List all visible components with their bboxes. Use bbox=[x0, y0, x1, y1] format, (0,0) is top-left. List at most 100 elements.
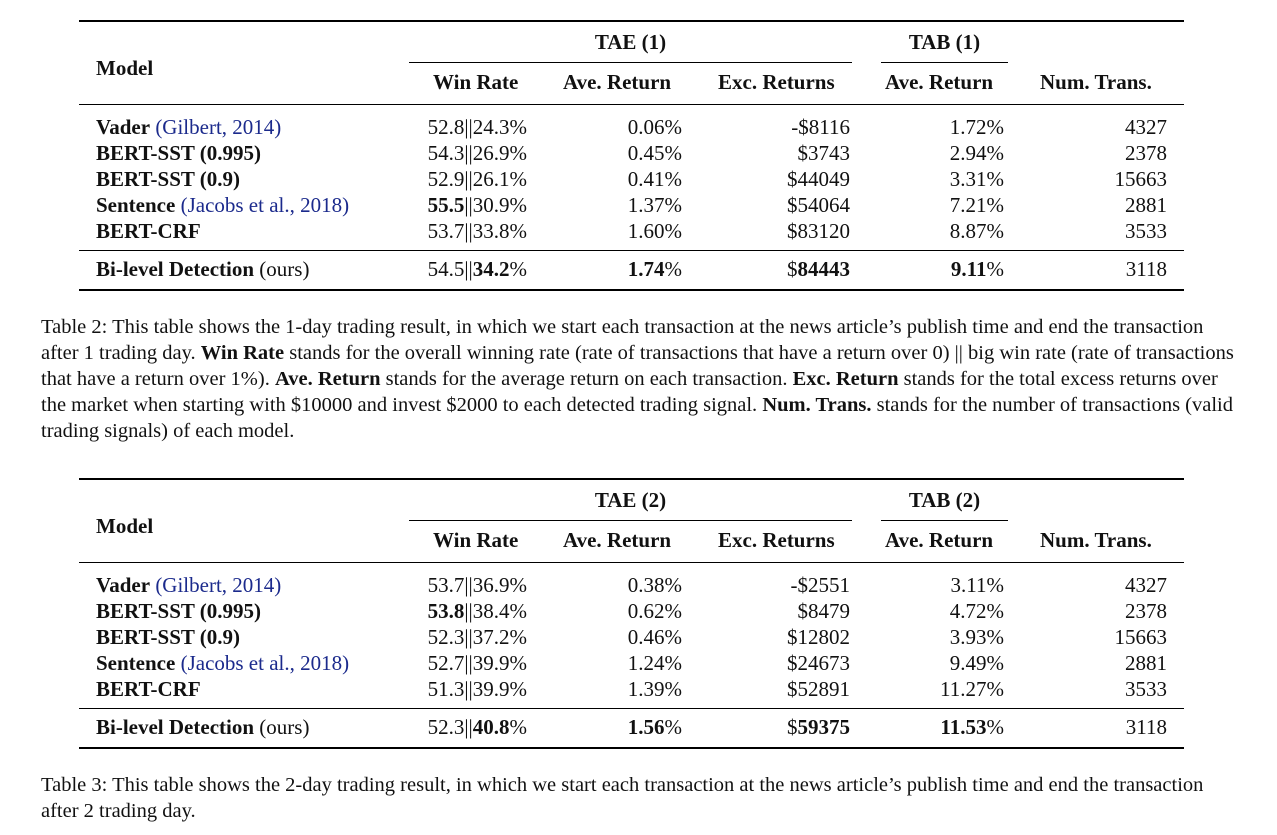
win-rate-cell: 55.5||30.9% bbox=[427, 193, 527, 217]
exc-returns-cell: -$8116 bbox=[791, 115, 850, 139]
model-cell: Vader (Gilbert, 2014) bbox=[96, 115, 282, 139]
exc-returns-cell: $52891 bbox=[787, 677, 850, 701]
table-row-ours: Bi-level Detection (ours) 54.5||34.2% 1.… bbox=[79, 251, 1184, 289]
win-rate-header: Win Rate bbox=[433, 70, 519, 94]
table-row: Vader (Gilbert, 2014) 52.8||24.3% 0.06% … bbox=[79, 114, 1184, 140]
model-cell: Bi-level Detection (ours) bbox=[96, 715, 310, 739]
tab-ave-return-cell: 3.31% bbox=[949, 167, 1004, 191]
tab-ave-return-cell: 7.21% bbox=[949, 193, 1004, 217]
tae-group-header: TAE (2) bbox=[594, 488, 667, 512]
ave-return-cell: 1.37% bbox=[627, 193, 682, 217]
num-trans-cell: 15663 bbox=[1114, 167, 1168, 191]
exc-returns-cell: -$2551 bbox=[790, 573, 851, 597]
win-rate-cell: 54.3||26.9% bbox=[427, 141, 527, 165]
table-row: BERT-CRF 51.3||39.9% 1.39% $52891 11.27%… bbox=[79, 676, 1184, 702]
table-body: Vader (Gilbert, 2014) 53.7||36.9% 0.38% … bbox=[79, 563, 1184, 708]
model-cell: Bi-level Detection (ours) bbox=[96, 257, 310, 281]
win-rate-cell: 52.3||40.8% bbox=[427, 715, 527, 739]
model-cell: BERT-CRF bbox=[96, 219, 201, 243]
ave-return-cell: 0.06% bbox=[627, 115, 682, 139]
caption-label: Table 3: bbox=[41, 774, 108, 796]
tab-ave-return-cell: 1.72% bbox=[949, 115, 1004, 139]
num-trans-header: Num. Trans. bbox=[1040, 70, 1152, 94]
exc-returns-header: Exc. Returns bbox=[718, 528, 835, 552]
tab-group-rule bbox=[881, 62, 1008, 63]
ave-return-cell: 0.62% bbox=[627, 599, 682, 623]
model-column-header: Model bbox=[96, 514, 154, 538]
exc-returns-cell: $59375 bbox=[787, 715, 850, 739]
tab-ave-return-cell: 11.27% bbox=[940, 677, 1004, 701]
exc-returns-cell: $83120 bbox=[787, 219, 850, 243]
num-trans-cell: 4327 bbox=[1125, 573, 1167, 597]
table-header: Model TAE (2) TAB (2) Win Rate Ave. Retu… bbox=[79, 480, 1184, 563]
table-divider bbox=[79, 708, 1184, 709]
table-row: Sentence (Jacobs et al., 2018) 52.7||39.… bbox=[79, 650, 1184, 676]
exc-returns-cell: $8479 bbox=[797, 599, 851, 623]
table-row: Vader (Gilbert, 2014) 53.7||36.9% 0.38% … bbox=[79, 572, 1184, 598]
model-cell: Sentence (Jacobs et al., 2018) bbox=[96, 193, 350, 217]
tab-ave-return-header: Ave. Return bbox=[885, 528, 994, 552]
exc-returns-cell: $3743 bbox=[797, 141, 851, 165]
num-trans-cell: 3533 bbox=[1125, 677, 1167, 701]
exc-returns-cell: $44049 bbox=[787, 167, 850, 191]
ave-return-cell: 1.24% bbox=[627, 651, 682, 675]
table-caption-2: Table 3: This table shows the 2-day trad… bbox=[41, 774, 1204, 822]
win-rate-cell: 53.8||38.4% bbox=[427, 599, 527, 623]
results-table-2day: Model TAE (2) TAB (2) Win Rate Ave. Retu… bbox=[79, 478, 1184, 749]
results-table-1day: Model TAE (1) TAB (1) Win Rate Ave. Retu… bbox=[79, 20, 1184, 291]
ave-return-cell: 0.38% bbox=[627, 573, 682, 597]
ave-return-header: Ave. Return bbox=[563, 70, 672, 94]
num-trans-header: Num. Trans. bbox=[1040, 528, 1152, 552]
citation-link[interactable]: (Jacobs et al., 2018) bbox=[180, 651, 350, 675]
win-rate-cell: 53.7||33.8% bbox=[427, 219, 527, 243]
exc-returns-header: Exc. Returns bbox=[718, 70, 835, 94]
table-body: Vader (Gilbert, 2014) 52.8||24.3% 0.06% … bbox=[79, 105, 1184, 250]
win-rate-cell: 54.5||34.2% bbox=[427, 257, 527, 281]
tab-ave-return-cell: 3.11% bbox=[950, 573, 1004, 597]
tab-group-header: TAB (2) bbox=[908, 488, 981, 512]
tae-group-rule bbox=[409, 62, 852, 63]
tab-ave-return-cell: 4.72% bbox=[949, 599, 1004, 623]
caption-label: Table 2: bbox=[41, 316, 108, 338]
citation-link[interactable]: (Gilbert, 2014) bbox=[155, 573, 282, 597]
ave-return-cell: 1.39% bbox=[627, 677, 682, 701]
ave-return-cell: 1.60% bbox=[627, 219, 682, 243]
ave-return-cell: 0.46% bbox=[627, 625, 682, 649]
ave-return-cell: 0.41% bbox=[627, 167, 682, 191]
tab-ave-return-cell: 9.49% bbox=[949, 651, 1004, 675]
table-row: Sentence (Jacobs et al., 2018) 55.5||30.… bbox=[79, 192, 1184, 218]
model-cell: BERT-SST (0.995) bbox=[96, 141, 261, 165]
win-rate-cell: 52.8||24.3% bbox=[427, 115, 527, 139]
win-rate-header: Win Rate bbox=[433, 528, 519, 552]
model-cell: BERT-SST (0.9) bbox=[96, 167, 240, 191]
exc-returns-cell: $12802 bbox=[787, 625, 850, 649]
table-header: Model TAE (1) TAB (1) Win Rate Ave. Retu… bbox=[79, 22, 1184, 105]
num-trans-cell: 2378 bbox=[1125, 599, 1167, 623]
tae-group-rule bbox=[409, 520, 852, 521]
tab-ave-return-cell: 11.53% bbox=[940, 715, 1004, 739]
table-divider bbox=[79, 250, 1184, 251]
exc-returns-cell: $24673 bbox=[787, 651, 850, 675]
win-rate-cell: 51.3||39.9% bbox=[427, 677, 527, 701]
model-column-header: Model bbox=[96, 56, 154, 80]
table-row: BERT-SST (0.9) 52.3||37.2% 0.46% $12802 … bbox=[79, 624, 1184, 650]
num-trans-cell: 4327 bbox=[1125, 115, 1167, 139]
num-trans-cell: 2881 bbox=[1125, 651, 1167, 675]
model-cell: Vader (Gilbert, 2014) bbox=[96, 573, 282, 597]
win-rate-cell: 52.9||26.1% bbox=[427, 167, 527, 191]
num-trans-cell: 2378 bbox=[1125, 141, 1167, 165]
model-cell: BERT-CRF bbox=[96, 677, 201, 701]
ave-return-header: Ave. Return bbox=[563, 528, 672, 552]
tab-group-header: TAB (1) bbox=[908, 30, 981, 54]
table-row: BERT-SST (0.9) 52.9||26.1% 0.41% $44049 … bbox=[79, 166, 1184, 192]
win-rate-cell: 52.3||37.2% bbox=[427, 625, 527, 649]
table-row: BERT-CRF 53.7||33.8% 1.60% $83120 8.87% … bbox=[79, 218, 1184, 244]
ave-return-cell: 1.56% bbox=[627, 715, 682, 739]
citation-link[interactable]: (Gilbert, 2014) bbox=[155, 115, 282, 139]
tab-ave-return-cell: 2.94% bbox=[949, 141, 1004, 165]
model-cell: Sentence (Jacobs et al., 2018) bbox=[96, 651, 350, 675]
tab-group-rule bbox=[881, 520, 1008, 521]
citation-link[interactable]: (Jacobs et al., 2018) bbox=[180, 193, 350, 217]
num-trans-cell: 2881 bbox=[1125, 193, 1167, 217]
tab-ave-return-cell: 9.11% bbox=[950, 257, 1004, 281]
